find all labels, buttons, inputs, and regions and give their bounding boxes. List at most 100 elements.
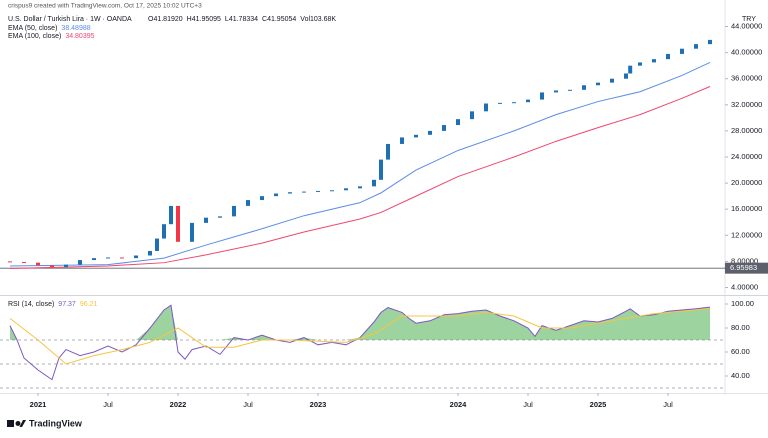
y-tick-label: 80.00 bbox=[731, 323, 750, 332]
candle bbox=[554, 90, 558, 93]
candle bbox=[414, 134, 418, 138]
candle bbox=[628, 65, 633, 74]
y-tick-label: 44.00000 bbox=[731, 22, 762, 31]
candle bbox=[666, 53, 670, 60]
candle bbox=[379, 159, 383, 180]
candle bbox=[596, 82, 600, 86]
candle bbox=[708, 39, 712, 45]
candle bbox=[512, 102, 516, 104]
x-tick-label: 2022 bbox=[170, 400, 187, 409]
candle bbox=[148, 250, 152, 256]
candle bbox=[246, 200, 250, 206]
brand-logo bbox=[7, 420, 26, 427]
y-tick-label: 4.00000 bbox=[731, 282, 758, 291]
candle bbox=[232, 205, 236, 217]
candle bbox=[316, 190, 320, 192]
y-tick-label: 40.00000 bbox=[731, 48, 762, 57]
y-tick-label: 12.00000 bbox=[731, 230, 762, 239]
candle bbox=[274, 193, 278, 197]
price-label: 6.95983 bbox=[730, 263, 757, 272]
candle bbox=[218, 216, 222, 218]
panel-title: RSI (14, close) bbox=[8, 301, 54, 308]
candle bbox=[456, 119, 460, 126]
candle bbox=[694, 44, 698, 49]
x-tick-label: Jul bbox=[103, 400, 113, 409]
candle bbox=[36, 262, 40, 266]
rsi-pane bbox=[9, 304, 711, 381]
y-tick-label: 20.00000 bbox=[731, 178, 762, 187]
price-pane bbox=[0, 39, 725, 270]
legend-name: EMA (50, close) bbox=[8, 25, 57, 32]
x-tick-label: Jul bbox=[243, 400, 253, 409]
candle bbox=[92, 258, 96, 261]
ohlc-value: C41.95054 bbox=[262, 16, 296, 23]
ohlc-value: H41.95095 bbox=[187, 16, 221, 23]
candle bbox=[344, 188, 348, 191]
y-tick-label: 32.00000 bbox=[731, 100, 762, 109]
candle bbox=[442, 125, 446, 131]
candle bbox=[582, 85, 586, 90]
candle bbox=[610, 78, 614, 83]
candle bbox=[260, 196, 264, 201]
y-tick-label: 100.00 bbox=[731, 299, 754, 308]
candle bbox=[526, 99, 530, 103]
legend-name: EMA (100, close) bbox=[8, 33, 61, 40]
y-tick-label: 8.00000 bbox=[731, 256, 758, 265]
candle bbox=[428, 130, 432, 135]
candle bbox=[330, 190, 334, 192]
candle bbox=[176, 205, 180, 242]
candle bbox=[470, 111, 474, 120]
candle bbox=[540, 92, 544, 100]
candle bbox=[400, 137, 404, 144]
y-tick-label: 40.00 bbox=[731, 371, 750, 380]
candle bbox=[498, 102, 502, 104]
candle bbox=[638, 62, 642, 66]
legend-value: 97.37 bbox=[58, 301, 76, 308]
candle bbox=[204, 217, 208, 223]
y-tick-label: 36.00000 bbox=[731, 74, 762, 83]
x-tick-label: 2025 bbox=[590, 400, 607, 409]
legend-value: 34.80395 bbox=[65, 33, 94, 40]
x-tick-label: 2024 bbox=[450, 400, 468, 409]
credit: crispus9 created with TradingView.com, O… bbox=[8, 3, 202, 10]
price-label-box bbox=[725, 262, 768, 274]
candle bbox=[302, 191, 306, 193]
currency: TRY bbox=[742, 16, 756, 23]
brand: TradingView bbox=[29, 418, 83, 428]
candle bbox=[64, 264, 68, 268]
y-tick-label: 24.00000 bbox=[731, 152, 762, 161]
candle bbox=[386, 143, 390, 160]
legend-value: 96.21 bbox=[80, 301, 98, 308]
candle bbox=[22, 262, 26, 264]
candle bbox=[190, 222, 194, 242]
y-tick-label: 28.00000 bbox=[731, 126, 762, 135]
x-tick-label: Jul bbox=[663, 400, 673, 409]
line bbox=[9, 308, 711, 365]
candle bbox=[372, 179, 376, 187]
line bbox=[9, 62, 711, 267]
y-tick-label: 60.00 bbox=[731, 347, 750, 356]
candle bbox=[50, 265, 54, 268]
candle bbox=[120, 257, 124, 259]
line bbox=[9, 86, 711, 270]
symbol: U.S. Dollar / Turkish Lira · 1W · OANDA bbox=[8, 16, 132, 23]
candle bbox=[624, 73, 628, 79]
ohlc-value: L41.78334 bbox=[225, 16, 258, 23]
candle bbox=[162, 224, 166, 239]
candle bbox=[680, 48, 684, 54]
ohlc-value: Vol103.68K bbox=[300, 16, 336, 23]
candle bbox=[8, 261, 12, 263]
line bbox=[9, 304, 711, 381]
y-tick-label: 16.00000 bbox=[731, 204, 762, 213]
candle bbox=[169, 205, 173, 225]
legend-value: 38.48988 bbox=[61, 25, 90, 32]
candle bbox=[358, 186, 362, 189]
x-tick-label: Jul bbox=[523, 400, 533, 409]
ohlc-value: O41.81920 bbox=[148, 16, 183, 23]
candle bbox=[106, 257, 110, 259]
candle bbox=[484, 103, 488, 112]
x-tick-label: 2023 bbox=[310, 400, 327, 409]
candle bbox=[134, 255, 138, 259]
overbought-fill bbox=[10, 305, 710, 340]
